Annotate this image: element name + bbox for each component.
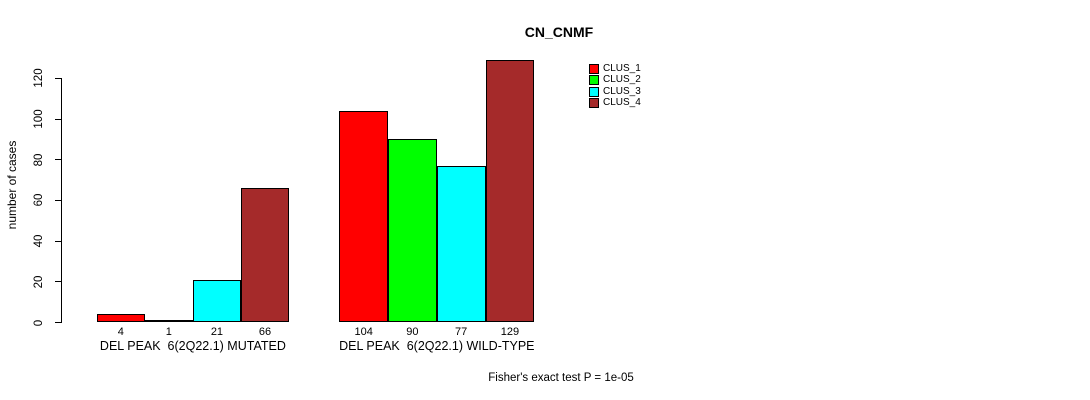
bar-value-label: 21 (210, 326, 224, 338)
legend-item: CLUS_3 (589, 85, 641, 97)
bar (96, 314, 145, 323)
bar-value-label: 129 (500, 326, 520, 338)
y-tick-label: 120 (33, 68, 45, 88)
y-tick-mark (55, 322, 61, 323)
y-tick-label: 20 (33, 275, 45, 289)
y-tick-mark (55, 240, 61, 242)
legend-label: CLUS_4 (603, 96, 641, 108)
annotation-text: Fisher's exact test P = 1e-05 (488, 372, 634, 384)
legend-label: CLUS_1 (603, 63, 641, 74)
y-tick-mark (55, 118, 61, 120)
legend-swatch-clus_1 (589, 64, 599, 74)
y-tick-label: 40 (33, 234, 45, 248)
bar-value-label: 90 (406, 326, 419, 338)
bar-value-label: 1 (165, 326, 172, 338)
bar-value-label: 77 (455, 326, 468, 338)
bar-value-label: 104 (354, 326, 373, 338)
y-tick-mark (55, 77, 61, 79)
bar (388, 139, 437, 323)
bar (339, 110, 389, 323)
bar-value-label: 66 (258, 326, 272, 338)
bar-value-label: 4 (117, 326, 124, 338)
bar (436, 165, 486, 323)
legend-item: CLUS_2 (589, 74, 641, 86)
y-axis-label: number of cases (5, 140, 19, 230)
y-tick-label: 60 (33, 193, 45, 207)
legend-label: CLUS_2 (603, 74, 641, 86)
legend-label: CLUS_3 (603, 85, 641, 97)
bar (192, 279, 241, 323)
bar (144, 320, 193, 323)
y-tick-label: 0 (33, 319, 45, 326)
legend-item: CLUS_4 (589, 96, 641, 108)
y-axis-line (61, 78, 62, 324)
legend-swatch-clus_2 (589, 75, 599, 86)
legend-swatch-clus_3 (589, 86, 599, 97)
y-tick-mark (55, 281, 61, 283)
legend-swatch-clus_4 (589, 97, 599, 108)
y-tick-label: 80 (33, 153, 45, 167)
y-tick-label: 100 (33, 109, 45, 129)
group-label: DEL PEAK 6(2Q22.1) MUTATED (99, 339, 286, 353)
group-label: DEL PEAK 6(2Q22.1) WILD-TYPE (339, 339, 535, 353)
legend-item: CLUS_1 (589, 64, 641, 74)
y-tick-mark (55, 159, 61, 161)
chart-title: CN_CNMF (524, 24, 594, 40)
bar (485, 59, 535, 323)
bar (241, 188, 290, 323)
y-tick-mark (55, 199, 61, 201)
